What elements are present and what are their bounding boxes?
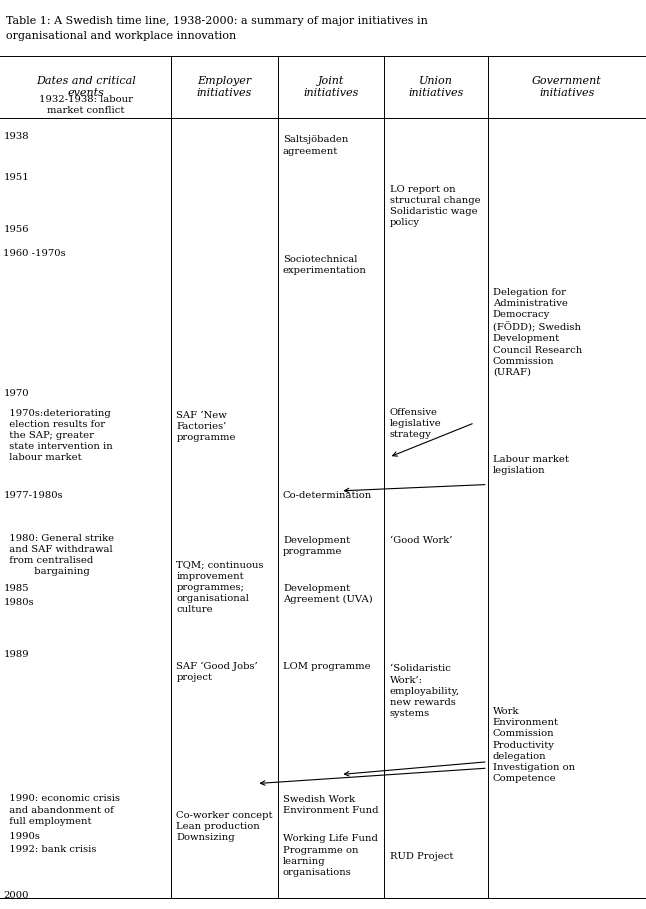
Text: Delegation for
Administrative
Democracy
(FÖDD); Swedish
Development
Council Rese: Delegation for Administrative Democracy … (493, 288, 582, 376)
Text: 1985: 1985 (3, 584, 29, 593)
Text: Labour market
legislation: Labour market legislation (493, 454, 568, 474)
Text: 1980: General strike
  and SAF withdrawal
  from centralised
          bargainin: 1980: General strike and SAF withdrawal … (3, 534, 114, 576)
Text: Swedish Work
Environment Fund: Swedish Work Environment Fund (283, 795, 379, 815)
Text: organisational and workplace innovation: organisational and workplace innovation (6, 31, 236, 41)
Text: 1977-1980s: 1977-1980s (3, 491, 63, 500)
Text: Dates and critical
events: Dates and critical events (36, 76, 136, 98)
Text: Co-determination: Co-determination (283, 491, 372, 500)
Text: 1990s: 1990s (3, 832, 40, 841)
Text: 1989: 1989 (3, 650, 29, 659)
Text: Table 1: A Swedish time line, 1938-2000: a summary of major initiatives in: Table 1: A Swedish time line, 1938-2000:… (6, 16, 428, 26)
Text: Joint
initiatives: Joint initiatives (304, 76, 359, 98)
Text: 1990: economic crisis
  and abandonment of
  full employment: 1990: economic crisis and abandonment of… (3, 794, 120, 825)
Text: 1932-1938: labour
market conflict: 1932-1938: labour market conflict (39, 95, 132, 115)
Text: SAF ‘New
Factories’
programme: SAF ‘New Factories’ programme (176, 411, 236, 442)
Text: TQM; continuous
improvement
programmes;
organisational
culture: TQM; continuous improvement programmes; … (176, 561, 264, 614)
Text: Employer
initiatives: Employer initiatives (197, 76, 252, 98)
Text: Government
initiatives: Government initiatives (532, 76, 601, 98)
Text: RUD Project: RUD Project (390, 852, 453, 861)
Text: Working Life Fund
Programme on
learning
organisations: Working Life Fund Programme on learning … (283, 834, 378, 877)
Text: Sociotechnical
experimentation: Sociotechnical experimentation (283, 255, 367, 275)
Text: LOM programme: LOM programme (283, 662, 371, 671)
Text: Saltsjöbaden
agreement: Saltsjöbaden agreement (283, 135, 348, 155)
Text: ‘Solidaristic
Work’:
employability,
new rewards
systems: ‘Solidaristic Work’: employability, new … (390, 664, 460, 718)
Text: SAF ‘Good Jobs’
project: SAF ‘Good Jobs’ project (176, 662, 258, 682)
Text: Union
initiatives: Union initiatives (408, 76, 464, 98)
Text: Offensive
legislative
strategy: Offensive legislative strategy (390, 408, 441, 439)
Text: Development
Agreement (UVA): Development Agreement (UVA) (283, 584, 373, 604)
Text: LO report on
structural change
Solidaristic wage
policy: LO report on structural change Solidaris… (390, 185, 480, 227)
Text: 2000: 2000 (3, 891, 28, 900)
Text: Work
Environment
Commission
Productivity
delegation
Investigation on
Competence: Work Environment Commission Productivity… (493, 707, 575, 783)
Text: 1956: 1956 (3, 225, 28, 234)
Text: Development
programme: Development programme (283, 536, 350, 556)
Text: 1970s:deteriorating
  election results for
  the SAP; greater
  state interventi: 1970s:deteriorating election results for… (3, 409, 113, 463)
Text: 1938: 1938 (3, 132, 29, 141)
Text: 1960 -1970s: 1960 -1970s (3, 249, 66, 258)
Text: 1992: bank crisis: 1992: bank crisis (3, 845, 97, 854)
Text: Co-worker concept
Lean production
Downsizing: Co-worker concept Lean production Downsi… (176, 811, 273, 842)
Text: 1980s: 1980s (3, 598, 34, 607)
Text: ‘Good Work’: ‘Good Work’ (390, 536, 452, 545)
Text: 1951: 1951 (3, 173, 29, 182)
Text: 1970: 1970 (3, 389, 29, 398)
